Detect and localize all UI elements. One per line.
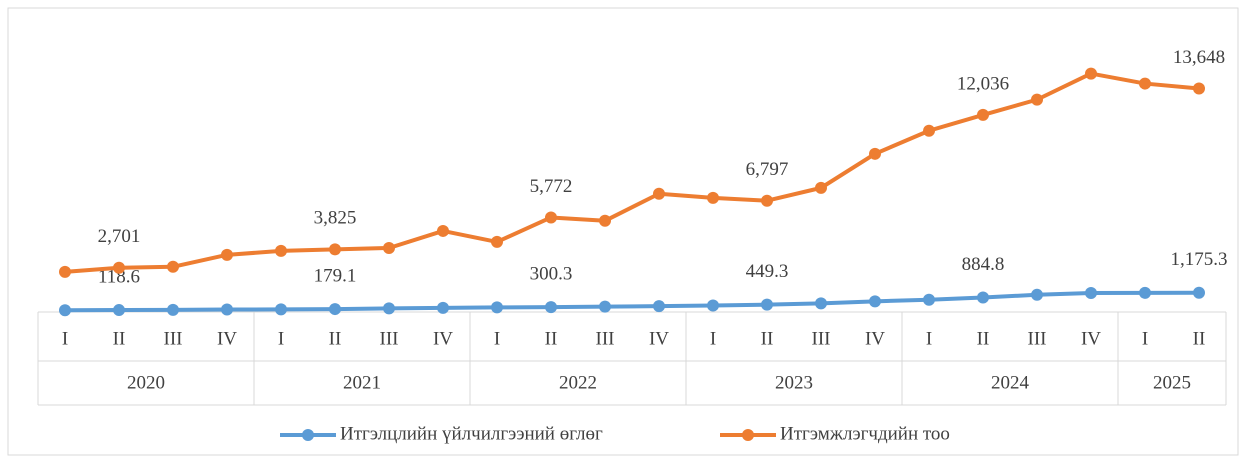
data-point [1193,286,1205,299]
legend-marker [742,429,754,441]
data-point [275,303,287,316]
data-point [599,214,611,227]
data-label: 449.3 [746,261,789,282]
x-tick-label: I [494,328,500,349]
data-label: 884.8 [962,254,1005,275]
data-point [1139,77,1151,90]
x-tick-label: IV [865,328,885,349]
x-tick-label: I [926,328,932,349]
data-point [167,260,179,273]
data-point [383,241,395,254]
data-label: 300.3 [530,263,573,284]
x-tick-label: I [278,328,284,349]
data-point [599,300,611,313]
data-label: 1,175.3 [1171,249,1228,270]
x-tick-label: III [164,328,183,349]
group-label: 2025 [1153,372,1191,393]
series-line [64,71,1200,274]
data-point [167,303,179,316]
data-point [707,299,719,312]
data-point [977,291,989,304]
data-point [1085,67,1097,80]
x-tick-label: I [1142,328,1148,349]
x-tick-label: III [380,328,399,349]
x-tick-label: III [812,328,831,349]
data-point [545,301,557,314]
x-tick-label: I [62,328,68,349]
data-point [1031,93,1043,106]
legend-label: Итгэлцлийн үйлчилгээний өглөг [340,423,603,444]
x-tick-label: II [761,328,774,349]
data-label: 6,797 [746,159,789,180]
x-tick-label: I [710,328,716,349]
data-point [437,224,449,237]
group-label: 2022 [559,372,597,393]
data-point [59,304,71,317]
data-point [221,303,233,316]
data-point [491,301,503,314]
data-point [59,265,71,278]
data-label: 118.6 [98,266,140,287]
data-point [275,244,287,257]
data-point [1031,288,1043,301]
x-tick-label: II [329,328,342,349]
data-label: 179.1 [314,265,357,286]
chart-border [7,7,1239,456]
data-point [707,191,719,204]
data-label: 5,772 [530,176,573,197]
data-point [653,187,665,200]
x-tick-label: II [113,328,126,349]
data-point [383,302,395,315]
data-point [761,298,773,311]
data-point [815,181,827,194]
data-point [761,194,773,207]
data-point [653,300,665,313]
data-point [1085,287,1097,300]
data-point [1193,82,1205,95]
x-tick-label: IV [217,328,237,349]
data-point [329,303,341,316]
x-tick-label: III [596,328,615,349]
legend-marker [302,429,314,441]
x-tick-label: II [977,328,990,349]
x-tick-label: IV [433,328,453,349]
group-label: 2024 [991,372,1030,393]
x-tick-label: II [1193,328,1206,349]
data-point [869,295,881,308]
data-point [491,235,503,248]
legend-label: Итгэмжлэгчдийн тоо [780,423,950,444]
data-point [923,124,935,137]
x-tick-label: IV [1081,328,1101,349]
x-tick-label: III [1028,328,1047,349]
group-label: 2023 [775,372,813,393]
data-label: 3,825 [314,208,357,229]
x-tick-label: II [545,328,558,349]
data-point [815,297,827,310]
data-point [329,243,341,256]
data-point [221,248,233,261]
data-point [1139,286,1151,299]
data-point [113,304,125,317]
data-point [113,261,125,274]
data-point [437,301,449,314]
data-point [869,147,881,160]
x-tick-label: IV [649,328,669,349]
data-label: 13,648 [1173,47,1225,68]
data-point [977,108,989,121]
data-label: 12,036 [957,73,1009,94]
data-label: 2,701 [98,226,141,247]
data-point [545,211,557,224]
group-label: 2020 [127,372,165,393]
series-line [64,290,1200,313]
data-point [923,293,935,306]
group-label: 2021 [343,372,381,393]
